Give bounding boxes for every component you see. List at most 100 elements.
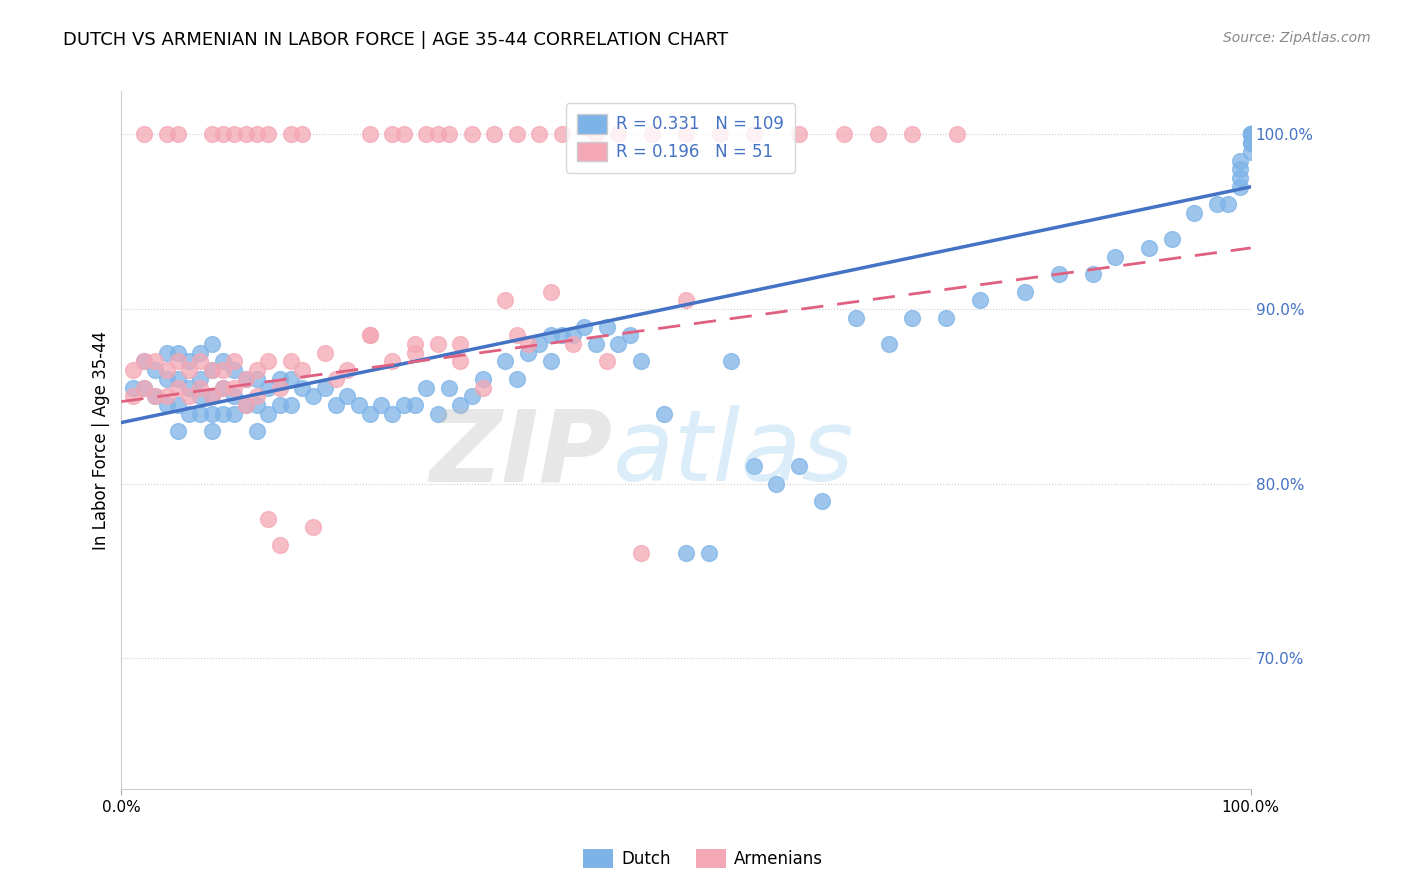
Armenians bbox=[325, 372, 347, 386]
Armenians bbox=[269, 381, 291, 395]
Dutch bbox=[143, 363, 166, 377]
Dutch bbox=[607, 337, 630, 351]
Point bbox=[946, 128, 969, 142]
Point bbox=[551, 128, 574, 142]
Dutch bbox=[415, 381, 437, 395]
Armenians bbox=[132, 354, 155, 368]
Point bbox=[156, 128, 179, 142]
Dutch bbox=[314, 381, 336, 395]
Armenians bbox=[246, 389, 269, 403]
Dutch bbox=[810, 494, 832, 508]
Armenians bbox=[121, 389, 143, 403]
Dutch bbox=[201, 407, 224, 421]
Dutch bbox=[562, 328, 585, 343]
Armenians bbox=[675, 293, 697, 308]
Dutch bbox=[201, 424, 224, 438]
Dutch bbox=[551, 328, 574, 343]
Dutch bbox=[212, 381, 235, 395]
Dutch bbox=[1229, 162, 1251, 177]
Dutch bbox=[494, 354, 516, 368]
Dutch bbox=[844, 310, 866, 325]
Dutch bbox=[969, 293, 991, 308]
Dutch bbox=[540, 328, 562, 343]
Armenians bbox=[224, 354, 246, 368]
Text: atlas: atlas bbox=[613, 406, 855, 502]
Dutch bbox=[675, 546, 697, 560]
Armenians bbox=[246, 363, 269, 377]
Dutch bbox=[460, 389, 482, 403]
Dutch bbox=[167, 398, 190, 412]
Dutch bbox=[224, 407, 246, 421]
Armenians bbox=[630, 546, 652, 560]
Dutch bbox=[1240, 128, 1263, 142]
Point bbox=[224, 128, 246, 142]
Dutch bbox=[280, 372, 302, 386]
Point bbox=[426, 128, 449, 142]
Dutch bbox=[167, 345, 190, 359]
Point bbox=[257, 128, 280, 142]
Dutch bbox=[347, 398, 370, 412]
Point bbox=[392, 128, 415, 142]
Armenians bbox=[404, 345, 426, 359]
Dutch bbox=[1240, 128, 1263, 142]
Point bbox=[246, 128, 269, 142]
Dutch bbox=[1240, 128, 1263, 142]
Dutch bbox=[291, 381, 314, 395]
Dutch bbox=[1240, 136, 1263, 151]
Dutch bbox=[1047, 267, 1070, 281]
Dutch bbox=[257, 407, 280, 421]
Dutch bbox=[1014, 285, 1036, 299]
Armenians bbox=[224, 381, 246, 395]
Dutch bbox=[167, 424, 190, 438]
Armenians bbox=[143, 354, 166, 368]
Dutch bbox=[167, 372, 190, 386]
Dutch bbox=[336, 389, 359, 403]
Armenians bbox=[235, 372, 257, 386]
Point bbox=[291, 128, 314, 142]
Armenians bbox=[336, 363, 359, 377]
Dutch bbox=[201, 337, 224, 351]
Dutch bbox=[302, 389, 325, 403]
Armenians bbox=[506, 328, 529, 343]
Armenians bbox=[426, 337, 449, 351]
Dutch bbox=[190, 389, 212, 403]
Point bbox=[460, 128, 482, 142]
Point bbox=[506, 128, 529, 142]
Armenians bbox=[562, 337, 585, 351]
Armenians bbox=[449, 354, 471, 368]
Point bbox=[868, 128, 890, 142]
Dutch bbox=[235, 372, 257, 386]
Armenians bbox=[167, 381, 190, 395]
Dutch bbox=[449, 398, 471, 412]
Armenians bbox=[596, 354, 619, 368]
Point bbox=[607, 128, 630, 142]
Armenians bbox=[190, 354, 212, 368]
Dutch bbox=[201, 389, 224, 403]
Point bbox=[280, 128, 302, 142]
Dutch bbox=[1137, 241, 1160, 255]
Armenians bbox=[280, 354, 302, 368]
Point bbox=[212, 128, 235, 142]
Armenians bbox=[359, 328, 381, 343]
Dutch bbox=[517, 345, 540, 359]
Armenians bbox=[517, 337, 540, 351]
Dutch bbox=[1229, 153, 1251, 168]
Armenians bbox=[449, 337, 471, 351]
Point bbox=[132, 128, 155, 142]
Point bbox=[901, 128, 924, 142]
Armenians bbox=[291, 363, 314, 377]
Point bbox=[529, 128, 551, 142]
Dutch bbox=[269, 372, 291, 386]
Dutch bbox=[540, 354, 562, 368]
Dutch bbox=[190, 345, 212, 359]
Dutch bbox=[630, 354, 652, 368]
Text: DUTCH VS ARMENIAN IN LABOR FORCE | AGE 35-44 CORRELATION CHART: DUTCH VS ARMENIAN IN LABOR FORCE | AGE 3… bbox=[63, 31, 728, 49]
Dutch bbox=[212, 354, 235, 368]
Dutch bbox=[235, 398, 257, 412]
Dutch bbox=[742, 459, 765, 474]
Dutch bbox=[212, 407, 235, 421]
Dutch bbox=[585, 337, 607, 351]
Dutch bbox=[246, 424, 269, 438]
Dutch bbox=[574, 319, 596, 334]
Dutch bbox=[935, 310, 957, 325]
